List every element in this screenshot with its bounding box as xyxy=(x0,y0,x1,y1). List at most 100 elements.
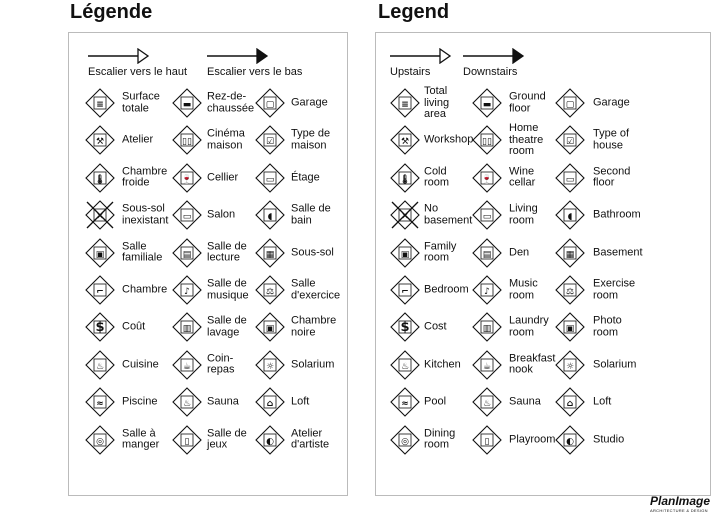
legend-label: Pool xyxy=(424,395,447,408)
legend-label: Dining room xyxy=(424,427,456,451)
music-note-icon: ♪ xyxy=(172,275,202,305)
legend-label: Solarium xyxy=(291,358,335,371)
music-note-icon: ♪ xyxy=(472,275,502,305)
legend-item: ▣ Salle familiale xyxy=(85,237,197,268)
upstairs-arrow-icon xyxy=(390,48,452,64)
legend-label: Salle de bain xyxy=(291,202,331,227)
svg-text:▯: ▯ xyxy=(185,437,190,447)
legend-item: ♨ Sauna xyxy=(472,387,584,417)
legend-label: Solarium xyxy=(593,358,637,371)
svg-text:≈: ≈ xyxy=(401,399,409,409)
downstairs-arrow-icon xyxy=(207,48,269,64)
loft-icon: ⌂ xyxy=(255,387,285,417)
svg-text:▥: ▥ xyxy=(183,324,192,334)
svg-text:◐: ◐ xyxy=(266,437,274,447)
laundry-icon: ▥ xyxy=(172,312,202,343)
legend-label: Bedroom xyxy=(424,283,469,296)
thermometer-icon: 🌡 xyxy=(85,163,115,193)
legend-item: ◎ Dining room xyxy=(390,424,499,455)
legend-item: ⚖ Salle d'exercice xyxy=(255,275,366,305)
legend-label: Home theatre room xyxy=(509,122,544,158)
legend-label: Sauna xyxy=(509,395,541,408)
svg-text:♪: ♪ xyxy=(184,287,190,297)
legend-item: ✕ Sous-sol inexistant xyxy=(85,200,197,230)
svg-text:☕: ☕ xyxy=(483,362,491,372)
dollar-icon: $ xyxy=(85,312,115,343)
svg-text:▣: ▣ xyxy=(566,324,575,334)
dining-icon: ◎ xyxy=(390,424,420,455)
legend-item: ⌐ Bedroom xyxy=(390,275,499,305)
svg-text:☕: ☕ xyxy=(183,362,191,372)
legend-label: Living room xyxy=(509,202,538,227)
legend-item: ◖ Bathroom xyxy=(555,200,668,230)
kitchen-icon: ♨ xyxy=(390,350,420,380)
legend-item: 🌡 Chambre froide xyxy=(85,163,197,193)
legend-label: Workshop xyxy=(424,133,474,146)
svg-text:▦: ▦ xyxy=(266,250,275,260)
legend-item: ▯ Salle de jeux xyxy=(172,424,282,455)
legend-item: ⚒ Workshop xyxy=(390,125,499,156)
svg-text:▭: ▭ xyxy=(183,212,192,222)
svg-text:♨: ♨ xyxy=(183,399,191,409)
legend-label: Wine cellar xyxy=(509,165,536,189)
wine-icon: 🍷 xyxy=(172,163,202,193)
legend-item: ▤ Salle de lecture xyxy=(172,237,282,268)
svg-text:⚖: ⚖ xyxy=(566,287,574,297)
garage-icon: ▢ xyxy=(255,88,285,118)
legend-label: Playroom xyxy=(509,432,556,445)
legend-label: Garage xyxy=(291,96,328,109)
upstairs-label: Upstairs xyxy=(390,66,431,78)
palette-icon: ◐ xyxy=(555,424,585,455)
legend-item: ▭ Étage xyxy=(255,163,366,193)
garage-icon: ▢ xyxy=(555,88,585,118)
legend-label: Loft xyxy=(593,395,612,408)
svg-text:▭: ▭ xyxy=(566,175,575,185)
legend-label: Surface totale xyxy=(122,90,160,114)
legend-item: ▢ Garage xyxy=(555,88,668,118)
kitchen-icon: ♨ xyxy=(85,350,115,380)
legend-label: Kitchen xyxy=(424,358,461,371)
hammer-icon: ⚒ xyxy=(390,125,420,156)
legend-panel xyxy=(68,32,348,496)
thermometer-icon: 🌡 xyxy=(390,163,420,193)
svg-text:≡: ≡ xyxy=(401,100,409,110)
legend-label: Salle de jeux xyxy=(207,427,247,451)
legend-label: No basement xyxy=(424,202,473,227)
svg-text:⌐: ⌐ xyxy=(401,287,409,297)
legend-item: ⌂ Loft xyxy=(555,387,668,417)
legend-item: ▬ Ground floor xyxy=(472,88,584,118)
legend-label: Garage xyxy=(593,96,630,109)
svg-text:🌡: 🌡 xyxy=(399,174,410,185)
legend-label: Ground floor xyxy=(509,90,546,114)
dining-icon: ◎ xyxy=(85,424,115,455)
legend-label: Studio xyxy=(593,432,625,445)
legend-item: ◐ Studio xyxy=(555,424,668,455)
svg-text:⌂: ⌂ xyxy=(267,399,274,409)
laundry-icon: ▥ xyxy=(472,312,502,343)
svg-text:☑: ☑ xyxy=(566,137,574,147)
legend-item: ▯▯ Home theatre room xyxy=(472,122,584,158)
house-type-icon: ☑ xyxy=(555,125,585,156)
legend-item: ◐ Atelier d'artiste xyxy=(255,424,366,455)
theatre-icon: ▯▯ xyxy=(472,125,502,156)
dumbbell-icon: ⚖ xyxy=(555,275,585,305)
legend-item: ▣ Chambre noire xyxy=(255,312,366,343)
downstairs-label: Escalier vers le bas xyxy=(207,66,303,78)
legend-item: ☼ Solarium xyxy=(255,350,366,380)
legend-item: 🍷 Cellier xyxy=(172,163,282,193)
theatre-icon: ▯▯ xyxy=(172,125,202,156)
legend-item: ◎ Salle à manger xyxy=(85,424,197,455)
legend-item: ≡ Total living area xyxy=(390,85,499,119)
legend-item: 🍷 Wine cellar xyxy=(472,163,584,193)
panel-title: Légende xyxy=(70,1,153,23)
legend-label: Cinéma maison xyxy=(207,127,245,152)
svg-text:🌡: 🌡 xyxy=(94,174,105,185)
coffee-icon: ☕ xyxy=(172,350,202,380)
svg-text:▤: ▤ xyxy=(183,250,192,260)
svg-text:◖: ◖ xyxy=(568,212,573,222)
dumbbell-icon: ⚖ xyxy=(255,275,285,305)
svg-text:🍷: 🍷 xyxy=(481,173,492,185)
coffee-icon: ☕ xyxy=(472,350,502,380)
legend-panel xyxy=(375,32,711,496)
svg-text:✕: ✕ xyxy=(96,212,104,222)
